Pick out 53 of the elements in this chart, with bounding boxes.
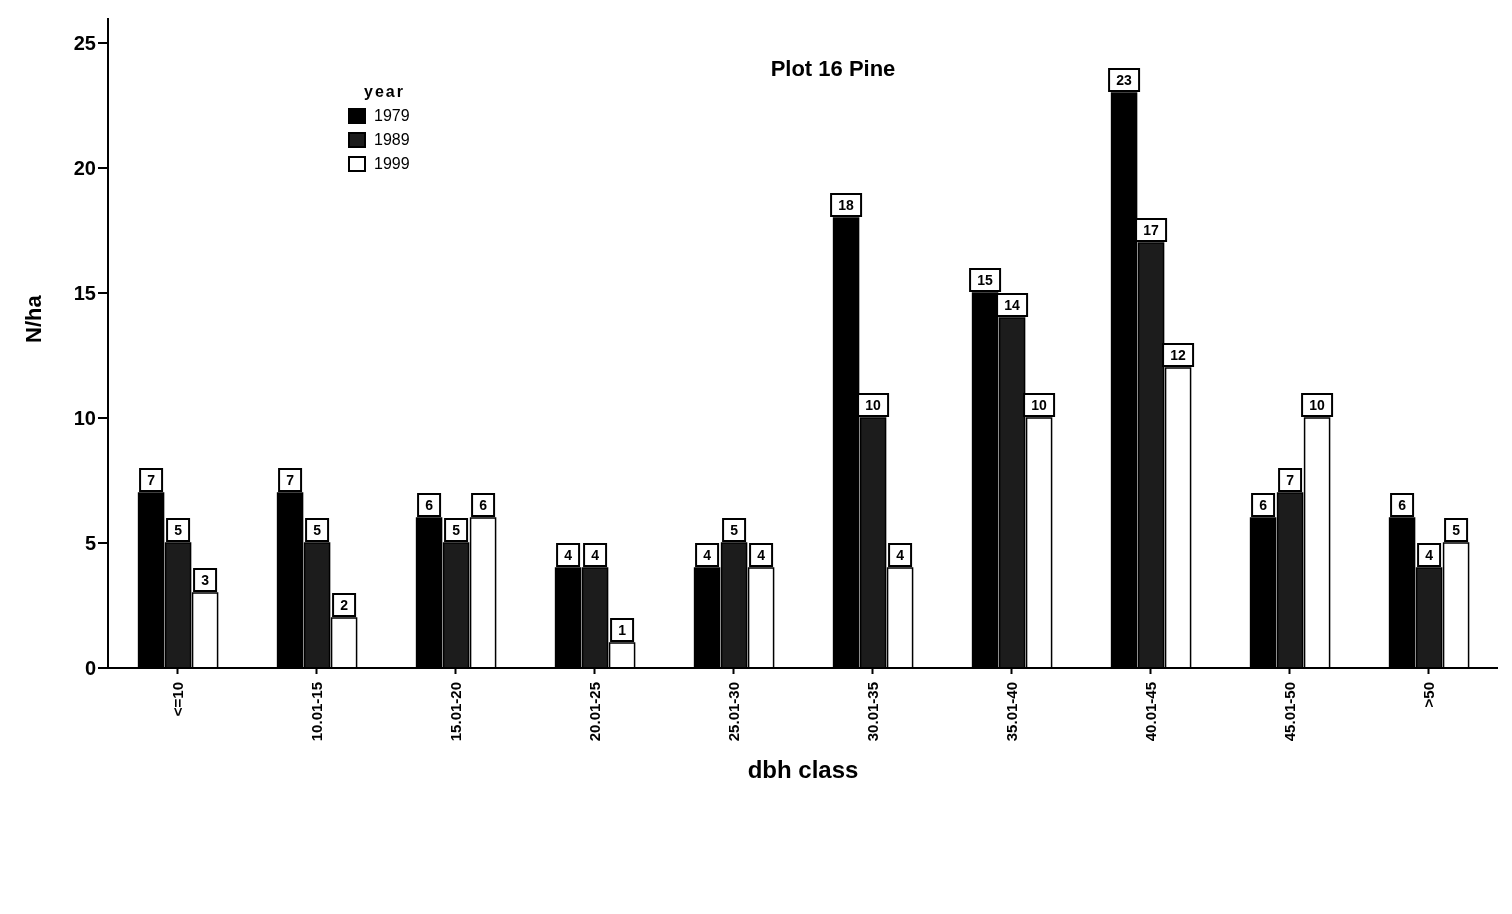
legend-label: 1999: [374, 155, 410, 173]
data-label: 6: [479, 497, 488, 513]
x-tick-label: 35.01-40: [1003, 682, 1020, 742]
legend-title: year: [364, 83, 406, 101]
y-tick-label: 20: [73, 157, 96, 180]
data-label: 5: [313, 522, 322, 538]
data-label: 7: [286, 472, 295, 488]
y-tick-label: 25: [73, 32, 96, 55]
x-tick-label: >50: [1420, 682, 1437, 708]
data-label: 5: [1452, 522, 1461, 538]
y-tick-label: 10: [73, 407, 96, 430]
data-label: 1: [618, 622, 627, 638]
data-label: 18: [838, 197, 855, 213]
data-label: 5: [730, 522, 739, 538]
data-label: 23: [1116, 72, 1133, 88]
x-tick-label: 10.01-15: [308, 682, 325, 742]
x-tick-label: <=10: [169, 682, 186, 717]
data-label: 5: [174, 522, 183, 538]
y-tick-label: 0: [84, 657, 96, 680]
data-label: 6: [425, 497, 434, 513]
data-label: 17: [1143, 222, 1160, 238]
x-tick-label: 20.01-25: [586, 682, 603, 742]
data-label: 2: [340, 597, 349, 613]
data-label: 10: [1309, 397, 1326, 413]
data-label: 6: [1398, 497, 1407, 513]
x-tick-label: 30.01-35: [864, 682, 881, 742]
data-label: 10: [865, 397, 882, 413]
x-tick-label: 15.01-20: [447, 682, 464, 742]
data-label: 6: [1259, 497, 1268, 513]
y-tick-label: 5: [84, 532, 96, 555]
legend-label: 1989: [374, 131, 410, 149]
x-tick-label: 40.01-45: [1142, 682, 1159, 742]
x-axis-title: dbh class: [747, 756, 859, 783]
data-label: 4: [896, 547, 905, 563]
y-tick-label: 15: [73, 282, 96, 305]
data-label: 4: [591, 547, 600, 563]
x-tick-label: 25.01-30: [725, 682, 742, 742]
text: Plot 16 Pine: [770, 56, 896, 81]
data-label: 15: [977, 272, 994, 288]
data-label: 14: [1004, 297, 1021, 313]
data-label: 5: [452, 522, 461, 538]
data-label: 7: [1286, 472, 1295, 488]
y-axis-title: N/ha: [20, 294, 46, 343]
data-label: 7: [147, 472, 156, 488]
legend-label: 1979: [374, 107, 410, 125]
data-label: 10: [1031, 397, 1048, 413]
data-label: 4: [564, 547, 573, 563]
data-label: 4: [757, 547, 766, 563]
data-label: 4: [1425, 547, 1434, 563]
data-label: 12: [1170, 347, 1187, 363]
data-label: 3: [201, 572, 210, 588]
x-tick-label: 45.01-50: [1281, 682, 1298, 742]
data-label: 4: [703, 547, 712, 563]
